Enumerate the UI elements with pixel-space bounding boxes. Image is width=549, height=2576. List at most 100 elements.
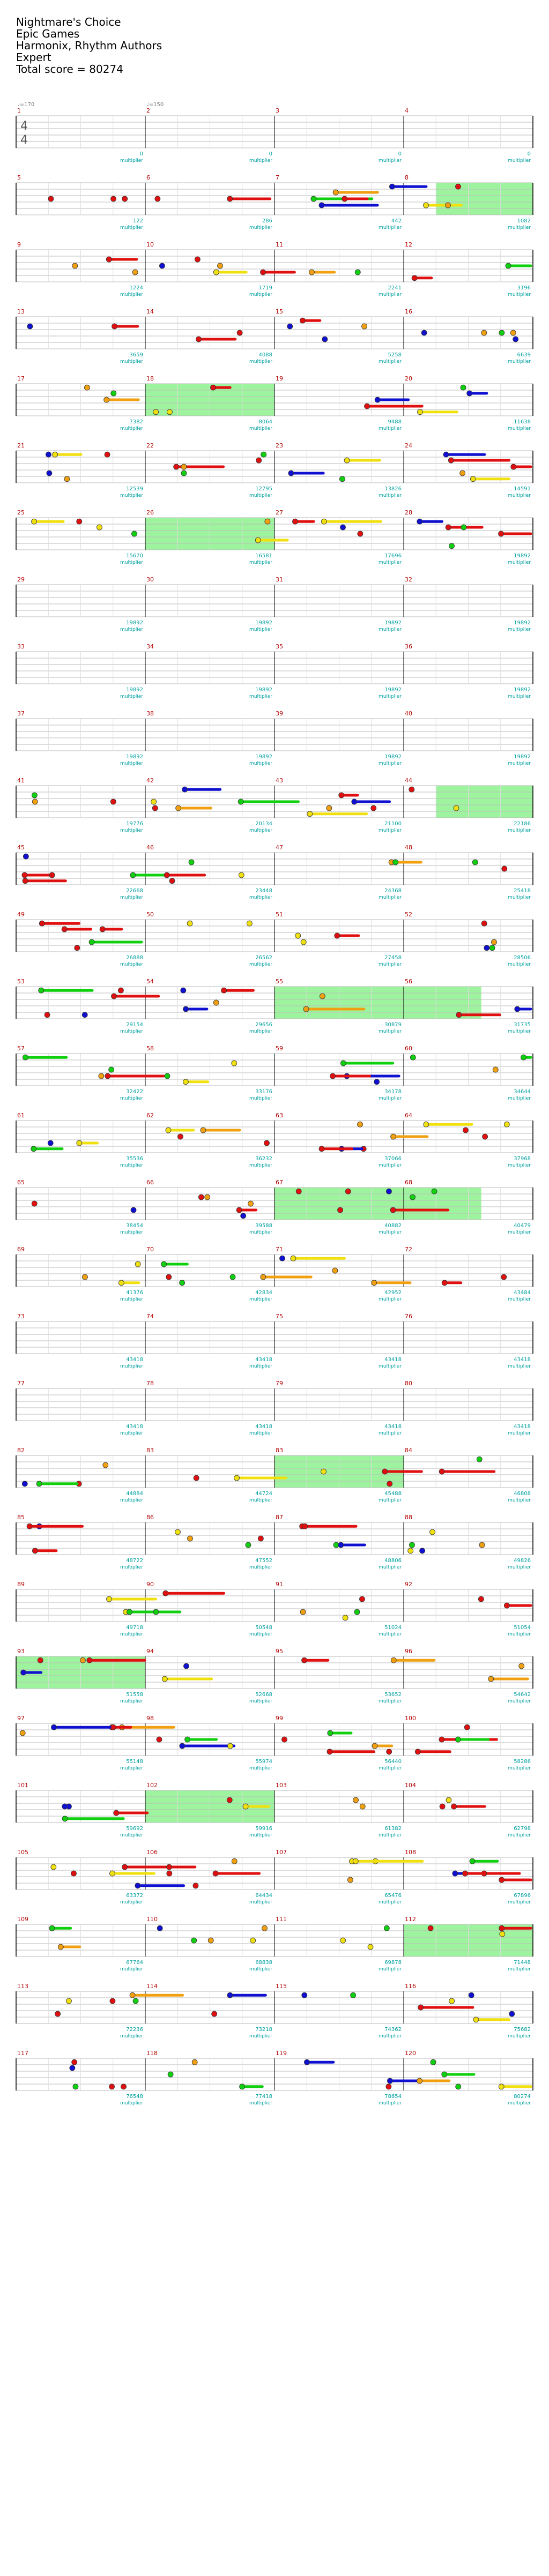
measure-score: 19892 (514, 754, 531, 760)
note-gem (441, 2071, 448, 2078)
measure-number: 117 (17, 2050, 28, 2057)
measure-number: 55 (276, 978, 283, 985)
note-gem (431, 1188, 437, 1194)
note-gem (390, 1207, 396, 1213)
note-gem (81, 1012, 88, 1018)
measure-number: 30 (146, 576, 154, 583)
time-signature-bottom: 4 (20, 133, 28, 147)
tempo-label: ♩=150 (146, 102, 164, 108)
note-gem (351, 798, 358, 805)
note-gem (470, 476, 476, 482)
measure-multiplier-label: multiplier (249, 1766, 272, 1771)
note-gem (113, 1810, 120, 1816)
note-gem (354, 269, 361, 275)
measure-score: 43418 (126, 1424, 143, 1430)
note-gem (82, 1274, 88, 1280)
measure-score: 67896 (514, 1893, 531, 1899)
note-gem (238, 872, 244, 878)
measure-number: 109 (17, 1916, 28, 1923)
note-gem (307, 811, 313, 817)
measure-number: 68 (405, 1179, 412, 1186)
note-gem (130, 1207, 137, 1213)
measure-number: 6 (146, 174, 150, 181)
note-gem (505, 263, 511, 269)
measure-multiplier-label: multiplier (249, 1632, 272, 1637)
note-gem (121, 2084, 127, 2090)
note-gem (353, 1797, 359, 1803)
measure-number: 57 (17, 1045, 25, 1052)
measure-number: 64 (405, 1112, 412, 1119)
measure-number: 110 (146, 1916, 158, 1923)
note-gem (321, 518, 327, 525)
note-gem (240, 1213, 247, 1219)
note-gem (31, 1200, 38, 1207)
measure-score: 33176 (255, 1089, 272, 1095)
note-gem (26, 1523, 33, 1529)
measure-score: 42952 (384, 1290, 402, 1296)
measure-number: 108 (405, 1849, 416, 1856)
note-gem (390, 1657, 397, 1663)
measure-score: 43418 (384, 1424, 402, 1430)
star-power-section (436, 183, 533, 215)
measure-number: 19 (276, 375, 283, 382)
note-gem (245, 1542, 251, 1548)
measure-multiplier-label: multiplier (508, 359, 531, 364)
note-gem (491, 939, 497, 945)
measure-multiplier-label: multiplier (379, 1565, 402, 1570)
measure-number: 37 (17, 710, 25, 717)
measure-score: 15670 (126, 553, 143, 559)
note-gem (105, 1073, 111, 1079)
measure-number: 31 (276, 576, 283, 583)
measure-multiplier-label: multiplier (508, 2101, 531, 2106)
note-gem (445, 524, 451, 531)
measure-multiplier-label: multiplier (379, 1096, 402, 1101)
note-gem (179, 1743, 186, 1749)
note-gem (342, 1615, 348, 1621)
note-gem (61, 926, 68, 932)
measure-number: 96 (405, 1648, 412, 1655)
measure-number: 106 (146, 1849, 158, 1856)
measure-score: 0 (398, 151, 402, 157)
note-gem (23, 853, 29, 860)
measure-number: 102 (146, 1782, 158, 1789)
measure-number: 53 (17, 978, 25, 985)
note-gem (109, 2084, 115, 2090)
note-gem (479, 1542, 485, 1548)
measure-score: 23448 (255, 888, 272, 894)
measure-score: 32422 (126, 1089, 143, 1095)
note-gem (104, 451, 110, 458)
note-gem (177, 1133, 183, 1140)
note-gem (417, 409, 423, 415)
note-gem (337, 1207, 343, 1213)
measure-score: 36232 (255, 1156, 272, 1162)
measure-score: 37066 (384, 1156, 402, 1162)
measure-score: 49826 (514, 1558, 531, 1564)
measure-score: 29154 (126, 1022, 143, 1028)
note-gem (153, 1609, 159, 1615)
measure-number: 35 (276, 643, 283, 650)
measure-number: 98 (146, 1715, 154, 1722)
note-gem (418, 2004, 424, 2011)
measure-multiplier-label: multiplier (120, 1498, 143, 1503)
note-gem (175, 805, 182, 811)
measure-score: 19892 (514, 620, 531, 626)
note-gem (499, 1877, 505, 1883)
measure-multiplier-label: multiplier (249, 1297, 272, 1302)
measure-score: 22668 (126, 888, 143, 894)
measure-number: 49 (17, 911, 25, 918)
note-gem (430, 2059, 436, 2065)
measure-score: 42834 (255, 1290, 272, 1296)
note-gem (489, 945, 495, 951)
measure-score: 43418 (126, 1357, 143, 1363)
note-gem (364, 403, 370, 409)
measure-number: 67 (276, 1179, 283, 1186)
measure-number: 111 (276, 1916, 287, 1923)
measure-multiplier-label: multiplier (120, 1632, 143, 1637)
measure-number: 54 (146, 978, 154, 985)
measure-number: 65 (17, 1179, 25, 1186)
note-gem (164, 1073, 170, 1079)
note-gem (122, 196, 128, 202)
difficulty-label: Expert (16, 51, 51, 64)
measure-score: 55974 (255, 1759, 272, 1765)
measure-number: 27 (276, 509, 283, 516)
